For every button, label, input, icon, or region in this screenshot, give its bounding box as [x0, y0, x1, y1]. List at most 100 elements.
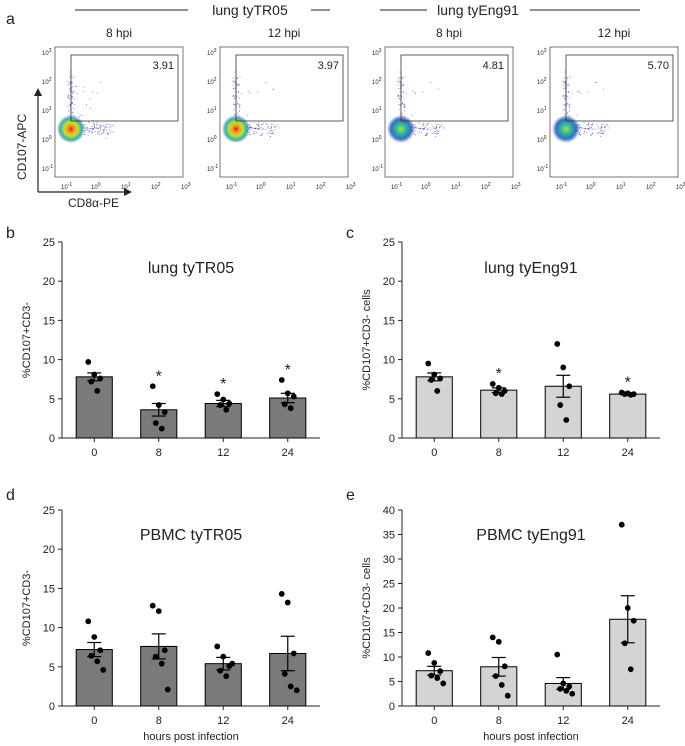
flow-event-dot	[266, 133, 268, 135]
flow-event-dot	[423, 128, 425, 130]
flow-event-dot	[271, 129, 273, 131]
flow-event-dot	[111, 124, 113, 126]
y-axis-label: %CD107+CD3-	[21, 302, 33, 378]
data-point	[217, 402, 224, 408]
data-point	[495, 384, 502, 391]
chart-panel-c: c lung tyEng91 0 5 10 15 20 25 %CD107+CD3- cells…	[346, 225, 660, 459]
flow-event-dot	[588, 125, 590, 127]
flow-x-tick: 10-1	[226, 182, 237, 191]
flow-x-tick: 10-1	[61, 182, 72, 191]
flow-event-dot	[596, 123, 598, 125]
flow-event-dot	[72, 98, 74, 100]
data-point	[557, 402, 564, 408]
flow-event-dot	[97, 132, 99, 134]
flow-event-dot	[239, 110, 240, 112]
flow-plot-title: 8 hpi	[436, 26, 462, 40]
flow-event-dot	[399, 97, 401, 99]
flow-event-dot	[100, 133, 102, 135]
flow-event-dot	[72, 111, 74, 113]
flow-event-dot	[601, 123, 602, 125]
flow-event-dot	[411, 114, 413, 116]
flow-event-dot	[431, 123, 433, 125]
bar	[204, 403, 242, 439]
flow-event-dot	[250, 129, 252, 131]
flow-event-dot	[260, 127, 262, 129]
x-tick-label: 8	[496, 715, 502, 727]
data-point	[281, 401, 288, 408]
flow-event-dot	[69, 104, 71, 106]
flow-event-dot	[602, 133, 604, 134]
flow-event-dot	[103, 129, 105, 131]
flow-event-dot	[73, 108, 74, 110]
flow-event-dot	[604, 129, 606, 131]
flow-event-dot	[576, 114, 578, 116]
flow-event-dot	[404, 76, 406, 78]
data-point	[290, 393, 297, 400]
flow-event-dot	[102, 129, 104, 131]
flow-event-dot	[260, 133, 262, 135]
bar	[415, 376, 453, 439]
data-point	[100, 667, 107, 673]
flow-event-dot	[595, 82, 597, 83]
flow-event-dot	[91, 131, 93, 133]
flow-event-dot	[563, 109, 565, 111]
flow-plot-title: 12 hpi	[268, 26, 301, 40]
data-point	[498, 682, 505, 688]
flow-event-dot	[232, 84, 234, 86]
flow-event-dot	[274, 129, 276, 131]
flow-event-dot	[595, 128, 597, 130]
flow-gate-value: 5.70	[648, 60, 669, 72]
y-tick-label: 15	[43, 583, 55, 595]
flow-event-dot	[68, 109, 70, 111]
flow-event-dot	[95, 127, 97, 129]
flow-y-tick: 102	[537, 77, 547, 86]
flow-y-tick: 100	[42, 135, 52, 144]
flow-event-dot	[418, 131, 420, 132]
bar	[415, 670, 453, 707]
data-point	[223, 406, 230, 413]
flow-event-dot	[425, 127, 427, 129]
flow-event-dot	[86, 128, 88, 130]
flow-event-dot	[233, 103, 235, 105]
y-axis-label: %CD107+CD3- cells	[361, 289, 373, 391]
flow-event-dot	[69, 83, 71, 85]
flow-event-dot	[69, 76, 71, 78]
flow-event-dot	[263, 127, 265, 129]
data-point	[223, 673, 230, 680]
flow-plot-title: 8 hpi	[106, 26, 132, 40]
flow-event-dot	[233, 82, 235, 84]
x-tick-label: 12	[217, 715, 229, 727]
data-point	[618, 521, 625, 528]
flow-event-dot	[87, 132, 89, 134]
flow-event-dot	[399, 71, 401, 73]
flow-event-dot	[399, 114, 401, 116]
flow-event-dot	[109, 123, 111, 125]
flow-event-dot	[86, 130, 88, 131]
flow-event-dot	[564, 87, 566, 89]
flow-event-dot	[92, 123, 94, 125]
flow-event-dot	[71, 87, 73, 89]
flow-event-dot	[249, 92, 251, 94]
flow-event-dot	[403, 106, 405, 108]
flow-event-dot	[262, 124, 263, 126]
flow-event-dot	[249, 124, 251, 126]
flow-event-dot	[571, 93, 573, 95]
flow-y-tick: 10-1	[42, 164, 53, 173]
flow-y-tick: 102	[42, 77, 52, 86]
flow-event-dot	[587, 129, 589, 131]
flow-event-dot	[71, 95, 73, 97]
flow-event-dot	[265, 82, 267, 83]
flow-event-dot	[88, 130, 90, 132]
flow-event-dot	[113, 125, 115, 127]
flow-event-dot	[418, 122, 420, 124]
flow-event-dot	[102, 131, 104, 133]
flow-event-dot	[258, 125, 260, 127]
data-point	[563, 417, 570, 423]
flow-y-tick: 102	[207, 77, 217, 86]
flow-event-dot	[270, 129, 272, 131]
flow-event-dot	[272, 88, 274, 90]
flow-event-dot	[432, 126, 434, 128]
flow-event-dot	[97, 131, 99, 133]
flow-y-tick: 10-1	[537, 164, 548, 173]
flow-y-tick: 102	[372, 77, 382, 86]
